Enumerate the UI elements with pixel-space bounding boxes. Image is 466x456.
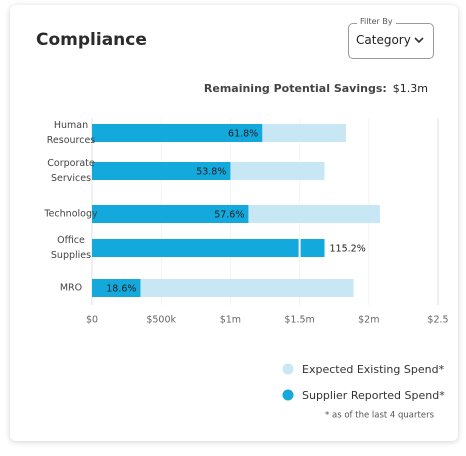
x-tick-label: $500k	[146, 315, 176, 326]
bar	[92, 279, 141, 297]
data-label: 61.8%	[228, 129, 258, 140]
x-tick-label: $2m	[358, 315, 379, 326]
legend-swatch	[282, 389, 294, 401]
y-tick-label: Technology	[44, 208, 98, 220]
savings-label: Remaining Potential Savings:	[203, 82, 387, 95]
bar	[92, 124, 263, 142]
bar	[92, 205, 249, 223]
bar	[92, 162, 231, 180]
title: Compliance	[36, 30, 147, 50]
legend-label: Expected Existing Spend*	[302, 363, 445, 376]
x-tick-label: $0	[86, 315, 98, 326]
legend-label: Supplier Reported Spend*	[302, 389, 445, 402]
y-tick-label: Human Resources	[46, 120, 96, 146]
filter-dropdown[interactable]: Filter By Category	[348, 17, 434, 59]
legend-swatch	[282, 363, 294, 375]
chevron	[414, 37, 424, 44]
x-tick-label: $2.5	[427, 315, 448, 326]
x-tick-label: $1m	[220, 315, 241, 326]
data-label: 57.6%	[214, 210, 244, 221]
footnote: * as of the last 4 quarters	[325, 411, 435, 421]
x-tick-label: $1.5m	[284, 315, 314, 326]
savings-value: $1.3m	[392, 82, 428, 95]
y-tick-label: Office Supplies	[50, 235, 92, 261]
bar	[92, 239, 325, 257]
data-label: 18.6%	[106, 284, 136, 295]
data-label: 53.8%	[196, 167, 226, 178]
data-label: 115.2%	[330, 244, 366, 255]
y-tick-label: Corporate Services	[47, 158, 95, 184]
filter-label: Filter By	[357, 17, 396, 26]
filter-value: Category	[356, 33, 411, 47]
bar	[92, 279, 354, 297]
y-tick-label: MRO	[59, 282, 83, 294]
savings: Remaining Potential Savings: $1.3m	[204, 82, 428, 95]
